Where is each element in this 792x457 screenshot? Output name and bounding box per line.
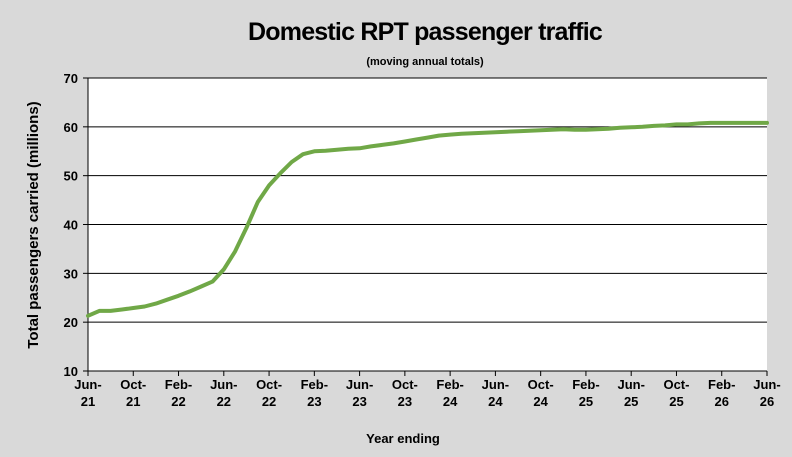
y-tick-label: 70 bbox=[64, 71, 78, 86]
chart-subtitle: (moving annual totals) bbox=[366, 56, 484, 68]
x-tick-label: Oct-22 bbox=[256, 377, 282, 409]
x-axis-ticks: Jun-21 Oct-21 Feb-22 Jun-22 Oct-22 Feb-23 Jun-… bbox=[74, 371, 781, 409]
series-group bbox=[86, 120, 769, 318]
y-tick-label: 20 bbox=[64, 315, 78, 330]
y-tick-label: 10 bbox=[64, 364, 78, 379]
y-axis-ticks: 10 20 30 40 50 60 70 bbox=[64, 71, 88, 379]
y-tick-label: 30 bbox=[64, 266, 78, 281]
x-axis-label: Year ending bbox=[366, 431, 440, 446]
x-tick-label: Oct-23 bbox=[392, 377, 418, 409]
x-tick-label: Feb-24 bbox=[436, 377, 463, 409]
y-axis-label: Total passengers carried (millions) bbox=[25, 101, 42, 348]
series-line bbox=[86, 120, 769, 318]
x-tick-label: Jun-22 bbox=[210, 377, 237, 409]
chart-title: Domestic RPT passenger traffic bbox=[248, 18, 603, 46]
x-tick-label: Oct-24 bbox=[528, 377, 554, 409]
y-tick-label: 40 bbox=[64, 218, 78, 233]
x-tick-label: Feb-23 bbox=[301, 377, 328, 409]
x-tick-label: Jun-21 bbox=[74, 377, 101, 409]
x-tick-label: Jun-24 bbox=[482, 377, 509, 409]
x-tick-label: Feb-26 bbox=[708, 377, 735, 409]
x-tick-label: Feb-22 bbox=[165, 377, 192, 409]
x-tick-label: Jun-25 bbox=[617, 377, 644, 409]
x-tick-label: Jun-23 bbox=[346, 377, 373, 409]
y-tick-label: 60 bbox=[64, 120, 78, 135]
x-tick-label: Jun-26 bbox=[753, 377, 780, 409]
x-tick-label: Oct-25 bbox=[663, 377, 689, 409]
x-tick-label: Feb-25 bbox=[572, 377, 599, 409]
y-tick-label: 50 bbox=[64, 169, 78, 184]
x-tick-label: Oct-21 bbox=[120, 377, 146, 409]
